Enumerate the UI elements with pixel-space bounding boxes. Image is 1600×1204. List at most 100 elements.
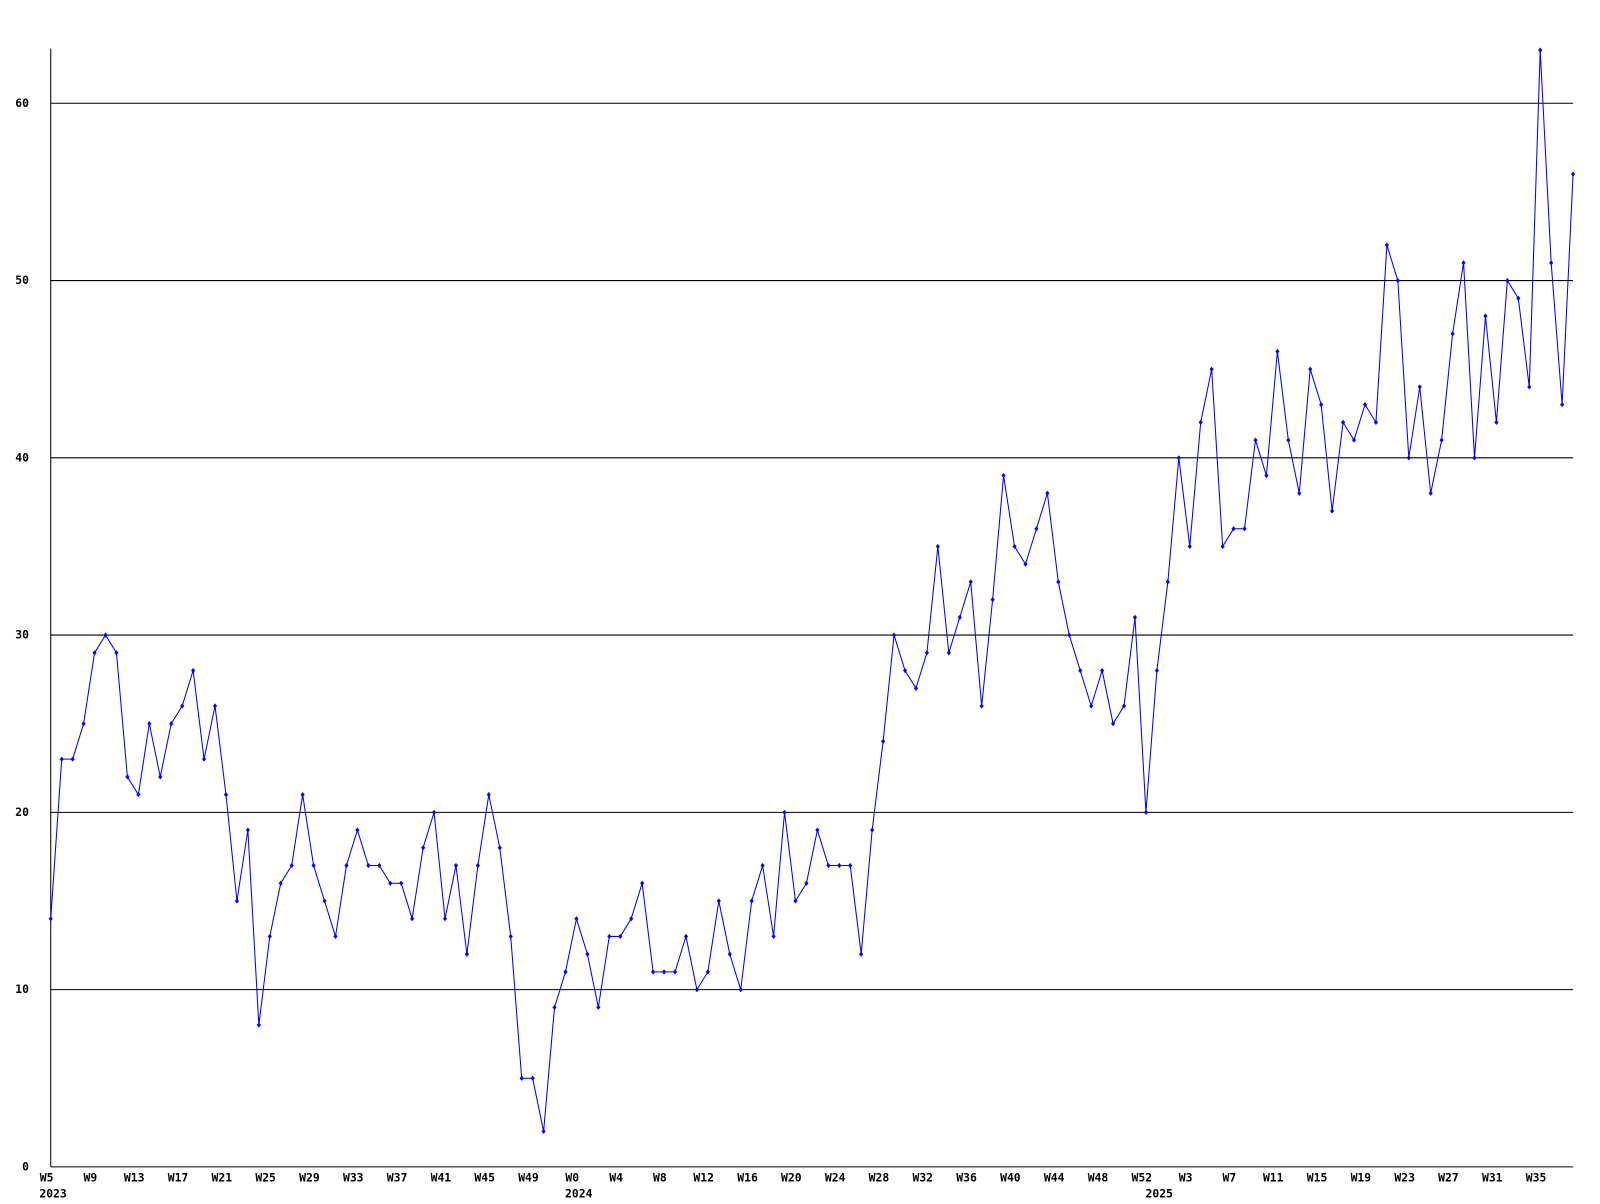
point	[1308, 366, 1313, 372]
point	[541, 1128, 546, 1135]
point	[70, 756, 75, 762]
point	[1001, 472, 1006, 479]
point	[147, 721, 152, 727]
point	[486, 792, 491, 798]
y-tick-label: 50	[15, 273, 29, 287]
point	[848, 862, 853, 869]
point	[1319, 402, 1324, 408]
point	[136, 792, 141, 798]
point	[519, 1075, 524, 1081]
point	[804, 880, 809, 886]
point	[322, 898, 327, 904]
point	[1450, 331, 1455, 337]
point	[1571, 171, 1576, 177]
x-tick-label: W25	[255, 1171, 276, 1185]
point	[169, 721, 174, 727]
point	[59, 756, 64, 762]
x-tick-label: W11	[1263, 1171, 1284, 1185]
point	[979, 703, 984, 709]
x-tick-label: W32	[912, 1171, 933, 1185]
point	[1461, 260, 1466, 266]
point	[267, 933, 272, 940]
x-tick-label: W28	[869, 1171, 890, 1185]
x-tick-label: W5	[40, 1171, 54, 1185]
point	[114, 650, 119, 656]
point	[1472, 455, 1477, 461]
x-tick-label: W12	[693, 1171, 714, 1185]
point	[749, 898, 754, 904]
point	[1143, 809, 1149, 815]
point	[1428, 490, 1433, 496]
point	[1264, 472, 1269, 479]
point	[640, 880, 645, 886]
point	[234, 898, 239, 904]
point	[891, 632, 897, 638]
point	[990, 597, 995, 603]
point	[705, 969, 710, 975]
x-tick-label: W3	[1179, 1171, 1193, 1185]
point	[1165, 579, 1170, 585]
point	[1078, 667, 1083, 674]
point	[366, 862, 371, 869]
x-tick-label: W23	[1394, 1171, 1415, 1185]
point	[574, 916, 579, 922]
point	[1209, 366, 1214, 372]
x-tick-label: W52	[1132, 1171, 1153, 1185]
point	[421, 845, 426, 851]
x-tick-label: W35	[1526, 1171, 1547, 1185]
point	[1362, 402, 1368, 408]
point	[48, 916, 53, 922]
point	[1483, 313, 1488, 319]
point	[716, 898, 721, 904]
point	[508, 933, 513, 940]
point	[1198, 419, 1203, 425]
x-tick-label: W41	[431, 1171, 452, 1185]
point	[333, 933, 338, 940]
x-tick-label: W40	[1000, 1171, 1021, 1185]
point	[92, 650, 97, 656]
point	[683, 933, 689, 940]
point	[1111, 721, 1116, 727]
point	[355, 827, 360, 833]
x-tick-label: W7	[1223, 1171, 1237, 1185]
point	[1406, 455, 1411, 461]
point	[442, 916, 448, 922]
point	[410, 916, 415, 922]
point	[1527, 384, 1532, 390]
x-tick-label: W33	[343, 1171, 364, 1185]
x-tick-label: W49	[518, 1171, 539, 1185]
x-tick-label: W19	[1351, 1171, 1372, 1185]
x-tick-label: W17	[168, 1171, 189, 1185]
point	[1231, 526, 1236, 532]
point	[837, 862, 842, 869]
point	[1395, 277, 1400, 284]
data-line	[50, 50, 1574, 1132]
point	[815, 827, 820, 833]
year-label: 2025	[1146, 1186, 1174, 1200]
point	[738, 987, 743, 993]
point	[464, 951, 469, 957]
point	[453, 862, 459, 869]
point	[1373, 419, 1379, 425]
point	[191, 667, 196, 674]
point	[1220, 543, 1225, 550]
point	[1560, 402, 1565, 408]
point	[1384, 242, 1389, 248]
point	[344, 862, 349, 869]
point	[1494, 419, 1499, 425]
point	[1297, 490, 1302, 496]
point	[1176, 455, 1181, 461]
point	[1417, 384, 1422, 390]
point	[212, 703, 218, 709]
point	[651, 969, 656, 975]
x-tick-label: W21	[212, 1171, 233, 1185]
x-tick-label: W9	[84, 1171, 98, 1185]
y-tick-label: 10	[15, 982, 29, 996]
x-tick-label: W15	[1307, 1171, 1328, 1185]
point	[760, 862, 765, 869]
point	[1549, 260, 1554, 266]
x-tick-label: W16	[737, 1171, 758, 1185]
point	[782, 809, 787, 815]
x-tick-label: W24	[825, 1171, 846, 1185]
point	[1351, 437, 1357, 443]
